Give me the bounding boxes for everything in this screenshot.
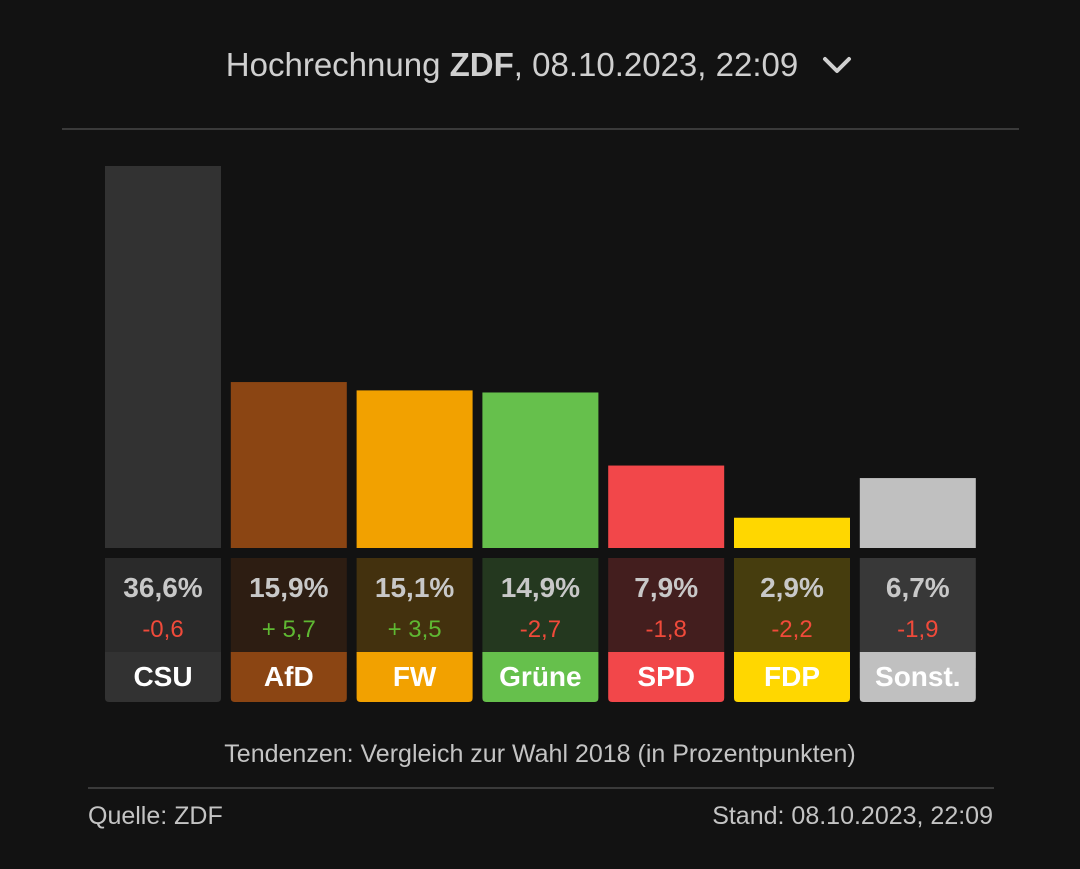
bar-spd [608,465,725,548]
name-tab-spd [608,652,725,702]
info-box-fdp [734,558,850,668]
timestamp-label: Stand: 08.10.2023, 22:09 [712,802,993,830]
name-tab-grne [482,652,599,702]
name-tab-afd [230,652,347,702]
change-label-afd: + 5,7 [262,616,316,643]
category-label-grne: Grüne [499,661,581,692]
change-label-sonst: -1,9 [897,616,938,643]
footer-divider [88,787,994,789]
change-label-spd: -1,8 [646,616,687,643]
change-label-grne: -2,7 [520,616,561,643]
category-label-sonst: Sonst. [875,661,961,692]
value-label-fw: 15,1% [375,572,454,603]
value-label-sonst: 6,7% [886,572,950,603]
source-label: Quelle: ZDF [88,802,223,830]
header-prefix: Hochrechnung [225,46,450,83]
change-label-fw: + 3,5 [388,616,442,643]
bar-afd [230,382,347,548]
name-tab-fw [356,652,473,702]
bar-csu [105,166,221,548]
name-tab-sonst [859,652,976,702]
value-label-grne: 14,9% [501,572,580,603]
header-datetime: , 08.10.2023, 22:09 [513,46,799,83]
header-divider [62,128,1019,130]
bar-chart: 36,6% -0,6 CSU 15,9% + 5,7 AfD 15,1% + 3,5 FW 14,… [105,166,976,702]
value-label-spd: 7,9% [634,572,698,603]
bar-fdp [734,517,850,548]
change-label-csu: -0,6 [142,616,183,643]
info-box-fw [356,558,473,668]
category-label-fw: FW [393,661,437,692]
change-label-fdp: -2,2 [771,616,812,643]
value-label-fdp: 2,9% [760,572,824,603]
value-label-afd: 15,9% [249,572,328,603]
name-tab-csu [105,652,221,702]
bar-sonst [859,478,976,548]
trend-footnote: Tendenzen: Vergleich zur Wahl 2018 (in P… [224,740,856,768]
chevron-down-icon[interactable] [820,48,854,82]
info-box-grne [482,558,599,668]
bar-grne [482,392,599,548]
bar-fw [356,390,473,548]
info-box-sonst [859,558,976,668]
value-label-csu: 36,6% [123,572,202,603]
name-tab-fdp [734,652,850,702]
info-box-spd [608,558,725,668]
category-label-fdp: FDP [764,661,820,692]
chart-header: Hochrechnung ZDF , 08.10.2023, 22:09 [0,38,1080,92]
info-box-csu [105,558,221,668]
category-label-afd: AfD [264,661,314,692]
info-box-afd [230,558,347,668]
header-source: ZDF [449,46,514,83]
category-label-spd: SPD [637,661,695,692]
category-label-csu: CSU [133,661,192,692]
